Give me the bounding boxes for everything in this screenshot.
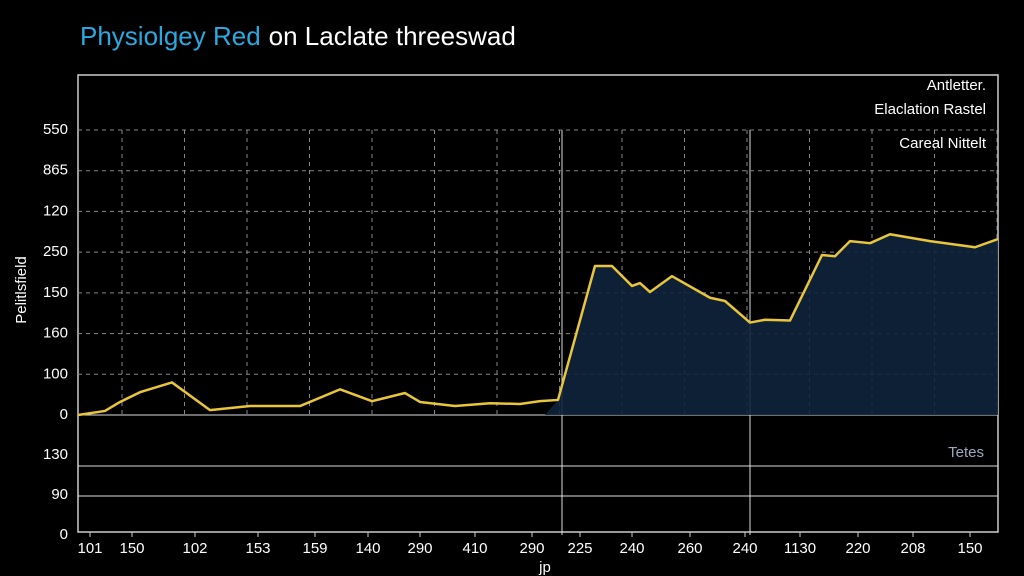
lower-tick-label: 130: [43, 446, 68, 463]
area-fill: [545, 234, 998, 415]
line: [77, 232, 999, 417]
title-part: Physiolgey Red: [80, 21, 261, 51]
x-tick-label: 1130: [784, 540, 816, 557]
y-tick-label: 0: [60, 406, 68, 423]
legend-text: Elaclation Rastel: [874, 101, 986, 118]
x-tick-label: 240: [732, 540, 757, 557]
x-tick-label: 208: [900, 540, 925, 557]
x-tick-label: 260: [677, 540, 702, 557]
title-part: on Laclate threeswad: [269, 21, 516, 51]
legend-text: Antletter.: [927, 77, 986, 94]
y-tick-label: 865: [43, 162, 68, 179]
x-tick-label: 159: [302, 540, 327, 557]
legend-text: Careal Nittelt: [899, 135, 987, 152]
x-tick-label: 290: [519, 540, 544, 557]
y-tick-label: 550: [43, 121, 68, 138]
lower-tick-label: 90: [51, 486, 68, 503]
x-tick-label: 290: [407, 540, 432, 557]
y-tick-label: 120: [43, 202, 68, 219]
x-tick-label: 225: [567, 540, 592, 557]
lower-legend: Tetes: [948, 444, 984, 461]
y-tick-label: 160: [43, 325, 68, 342]
x-tick-label: 410: [462, 540, 487, 557]
x-axis-label: jp: [538, 559, 551, 576]
x-tick-label: 150: [119, 540, 144, 557]
x-tick-label: 153: [245, 540, 270, 557]
x-tick-label: 101: [77, 540, 102, 557]
x-tick-label: 150: [957, 540, 982, 557]
x-tick-label: 140: [355, 540, 380, 557]
x-tick-label: 220: [845, 540, 870, 557]
x-tick-label: 240: [619, 540, 644, 557]
y-tick-label: 250: [43, 243, 68, 260]
y-axis-label: Pelitlsfield: [13, 256, 30, 324]
lower-tick-label: 0: [60, 526, 68, 543]
y-tick-label: 150: [43, 284, 68, 301]
x-tick-label: 102: [182, 540, 207, 557]
chart-title: Physiolgey Red on Laclate threeswad: [80, 21, 516, 51]
y-tick-label: 100: [43, 365, 68, 382]
